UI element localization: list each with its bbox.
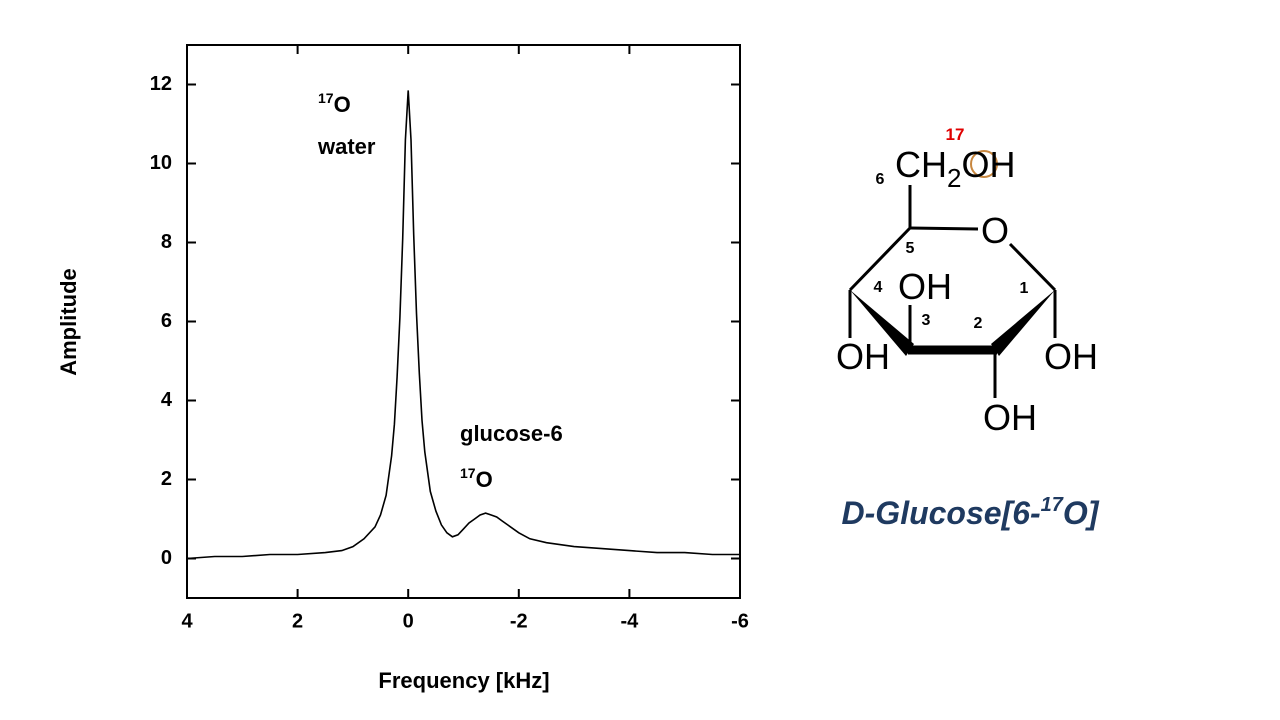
annotation: 17O — [318, 90, 351, 117]
wedge-bond — [850, 290, 914, 356]
atom-label: OH — [961, 144, 1015, 185]
x-tick-label: -6 — [731, 610, 749, 632]
carbon-number: 6 — [876, 171, 885, 188]
subscript: 2 — [947, 163, 961, 193]
plot-frame — [186, 44, 741, 599]
superscript: 17 — [318, 90, 334, 106]
carbon-number: 2 — [974, 315, 983, 332]
isotope-label: 17 — [946, 125, 965, 144]
atom-label: OH — [898, 266, 952, 307]
atom-label: OH — [836, 336, 890, 377]
carbon-number: 3 — [922, 312, 931, 329]
annotation-text: glucose-6 — [460, 421, 563, 446]
y-tick-label: 2 — [161, 468, 172, 490]
y-tick-label: 10 — [150, 152, 172, 174]
annotation-text: O — [334, 92, 351, 117]
bond — [848, 226, 912, 292]
bond — [909, 226, 979, 231]
x-tick-label: -2 — [510, 610, 528, 632]
atom-label: O — [981, 210, 1009, 251]
annotation: 17O — [460, 465, 493, 492]
carbon-number: 1 — [1020, 280, 1029, 297]
annotation: water — [317, 134, 376, 159]
superscript: 17 — [1041, 494, 1064, 516]
atom-label: CH2OH — [895, 144, 1015, 193]
y-tick-label: 8 — [161, 231, 172, 253]
molecule — [848, 150, 1057, 398]
y-tick-label: 4 — [161, 389, 173, 411]
atom-label: CH — [895, 144, 947, 185]
atom-label: OH — [983, 397, 1037, 438]
carbon-number: 4 — [874, 279, 883, 296]
atom-labels: CH2OH 17 O OH OH OH OH 1 2 3 4 5 6 D-Glu… — [836, 125, 1100, 531]
carbon-number: 5 — [906, 240, 915, 257]
spectrum-line — [186, 90, 740, 560]
y-tick-label: 6 — [161, 310, 172, 332]
y-axis-label: Amplitude — [56, 268, 81, 376]
x-tick-label: 4 — [181, 610, 193, 632]
x-tick-label: 0 — [403, 610, 414, 632]
x-axis-label: Frequency [kHz] — [378, 668, 549, 693]
wedge-bond — [991, 290, 1055, 356]
x-tick-label: -4 — [621, 610, 640, 632]
y-tick-label: 12 — [150, 73, 172, 95]
y-tick-label: 0 — [161, 547, 172, 569]
x-tick-label: 2 — [292, 610, 303, 632]
annotation: glucose-6 — [460, 421, 563, 446]
annotation-text: water — [317, 134, 376, 159]
caption-text: D-Glucose[6- — [842, 495, 1041, 531]
isotope-circle — [970, 150, 998, 178]
bond — [1008, 242, 1057, 292]
superscript: 17 — [460, 465, 476, 481]
annotation-text: O — [476, 467, 493, 492]
caption: D-Glucose[6-17O] — [842, 494, 1100, 531]
atom-label: OH — [1044, 336, 1098, 377]
caption-text: O] — [1063, 495, 1100, 531]
